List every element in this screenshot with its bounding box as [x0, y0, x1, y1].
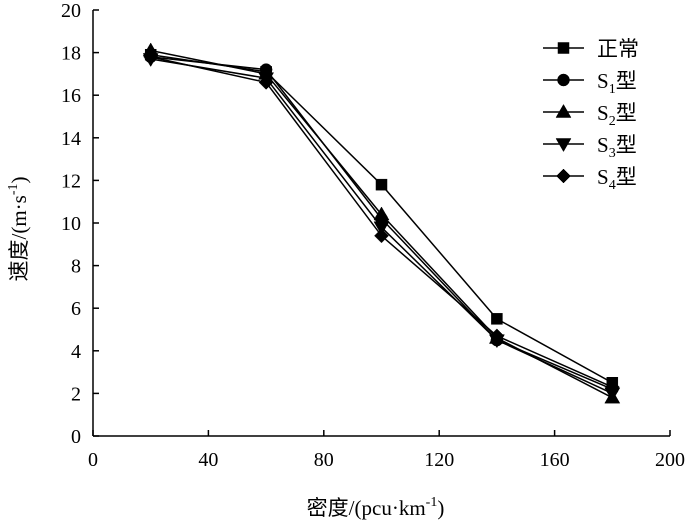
legend-entry: S1型	[543, 69, 637, 97]
legend-marker	[555, 103, 572, 118]
legend-marker	[555, 138, 572, 153]
y-tick-label: 20	[61, 0, 81, 22]
y-tick-label: 4	[71, 341, 81, 363]
data-point	[489, 328, 505, 344]
legend-marker	[557, 73, 570, 87]
legend-label: S4型	[597, 165, 637, 193]
legend-entry: 正常	[543, 37, 639, 61]
legend-marker	[556, 168, 571, 184]
legend-marker	[557, 42, 570, 54]
y-tick-label: 12	[61, 170, 81, 192]
legend-label: S2型	[597, 101, 637, 129]
legend-entry: S2型	[543, 101, 637, 129]
x-tick-label: 200	[655, 449, 685, 471]
axis-titles: 密度/(pcu·km-1) 速度/(m·s-1)	[6, 177, 444, 521]
x-axis-title: 密度/(pcu·km-1)	[307, 495, 445, 520]
y-tick-label: 0	[71, 426, 81, 448]
y-tick-label: 10	[61, 213, 81, 235]
x-tick-label: 160	[540, 449, 570, 471]
y-tick-label: 2	[71, 383, 81, 405]
y-axis-title: 速度/(m·s-1)	[6, 177, 31, 282]
legend-label: 正常	[597, 37, 639, 61]
data-point	[258, 75, 274, 90]
legend-label: S3型	[597, 133, 637, 161]
x-tick-label: 120	[424, 449, 454, 471]
data-point	[143, 49, 159, 65]
y-tick-label: 16	[61, 85, 81, 107]
series-4	[142, 53, 621, 402]
legend: 正常 S1型 S2型 S3型 S4型	[543, 37, 639, 193]
legend-entry: S4型	[543, 165, 637, 193]
axes: 0 40 80 120 160 200 0 2 4 6 8 10 12 14 16 18 20	[61, 0, 685, 471]
x-tick-label: 40	[198, 449, 218, 471]
legend-label: S1型	[597, 69, 637, 97]
legend-entry: S3型	[543, 133, 637, 161]
y-tick-label: 8	[71, 256, 81, 278]
y-tick-label: 14	[61, 128, 81, 150]
x-tick-label: 0	[88, 449, 98, 471]
series-layer	[142, 42, 621, 404]
y-tick-label: 6	[71, 298, 81, 320]
data-point	[491, 313, 503, 325]
y-tick-label: 18	[61, 43, 81, 65]
data-point	[375, 178, 388, 191]
data-point	[374, 228, 389, 244]
data-point	[604, 379, 620, 395]
series-5	[143, 49, 620, 395]
data-point	[373, 206, 390, 221]
x-tick-label: 80	[314, 449, 334, 471]
data-point	[373, 221, 390, 236]
